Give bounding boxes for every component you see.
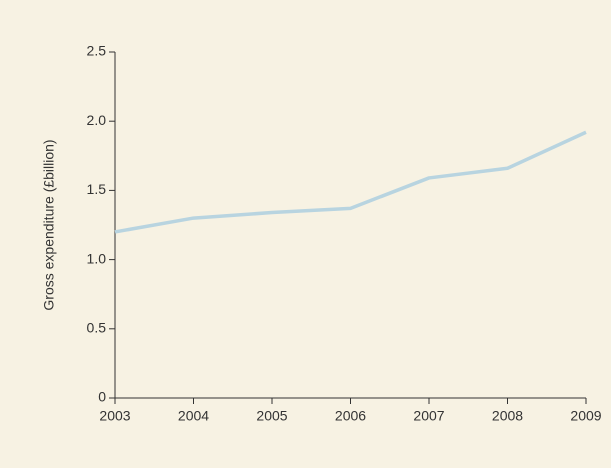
x-tick-label: 2009 — [570, 408, 601, 424]
x-tick-label: 2008 — [492, 408, 523, 424]
y-axis-label: Gross expenditure (£billion) — [41, 139, 57, 310]
y-tick-label: 1.0 — [87, 250, 107, 266]
y-tick-label: 2.0 — [87, 112, 107, 128]
y-tick-label: 0.5 — [87, 320, 107, 336]
x-tick-label: 2007 — [413, 408, 444, 424]
y-tick-label: 2.5 — [87, 43, 107, 59]
y-tick-label: 0 — [98, 389, 106, 405]
x-tick-label: 2005 — [256, 408, 287, 424]
x-tick-label: 2006 — [335, 408, 366, 424]
line — [114, 130, 587, 234]
y-tick-label: 1.5 — [87, 181, 107, 197]
x-tick-label: 2004 — [178, 408, 209, 424]
x-tick-label: 2003 — [99, 408, 130, 424]
